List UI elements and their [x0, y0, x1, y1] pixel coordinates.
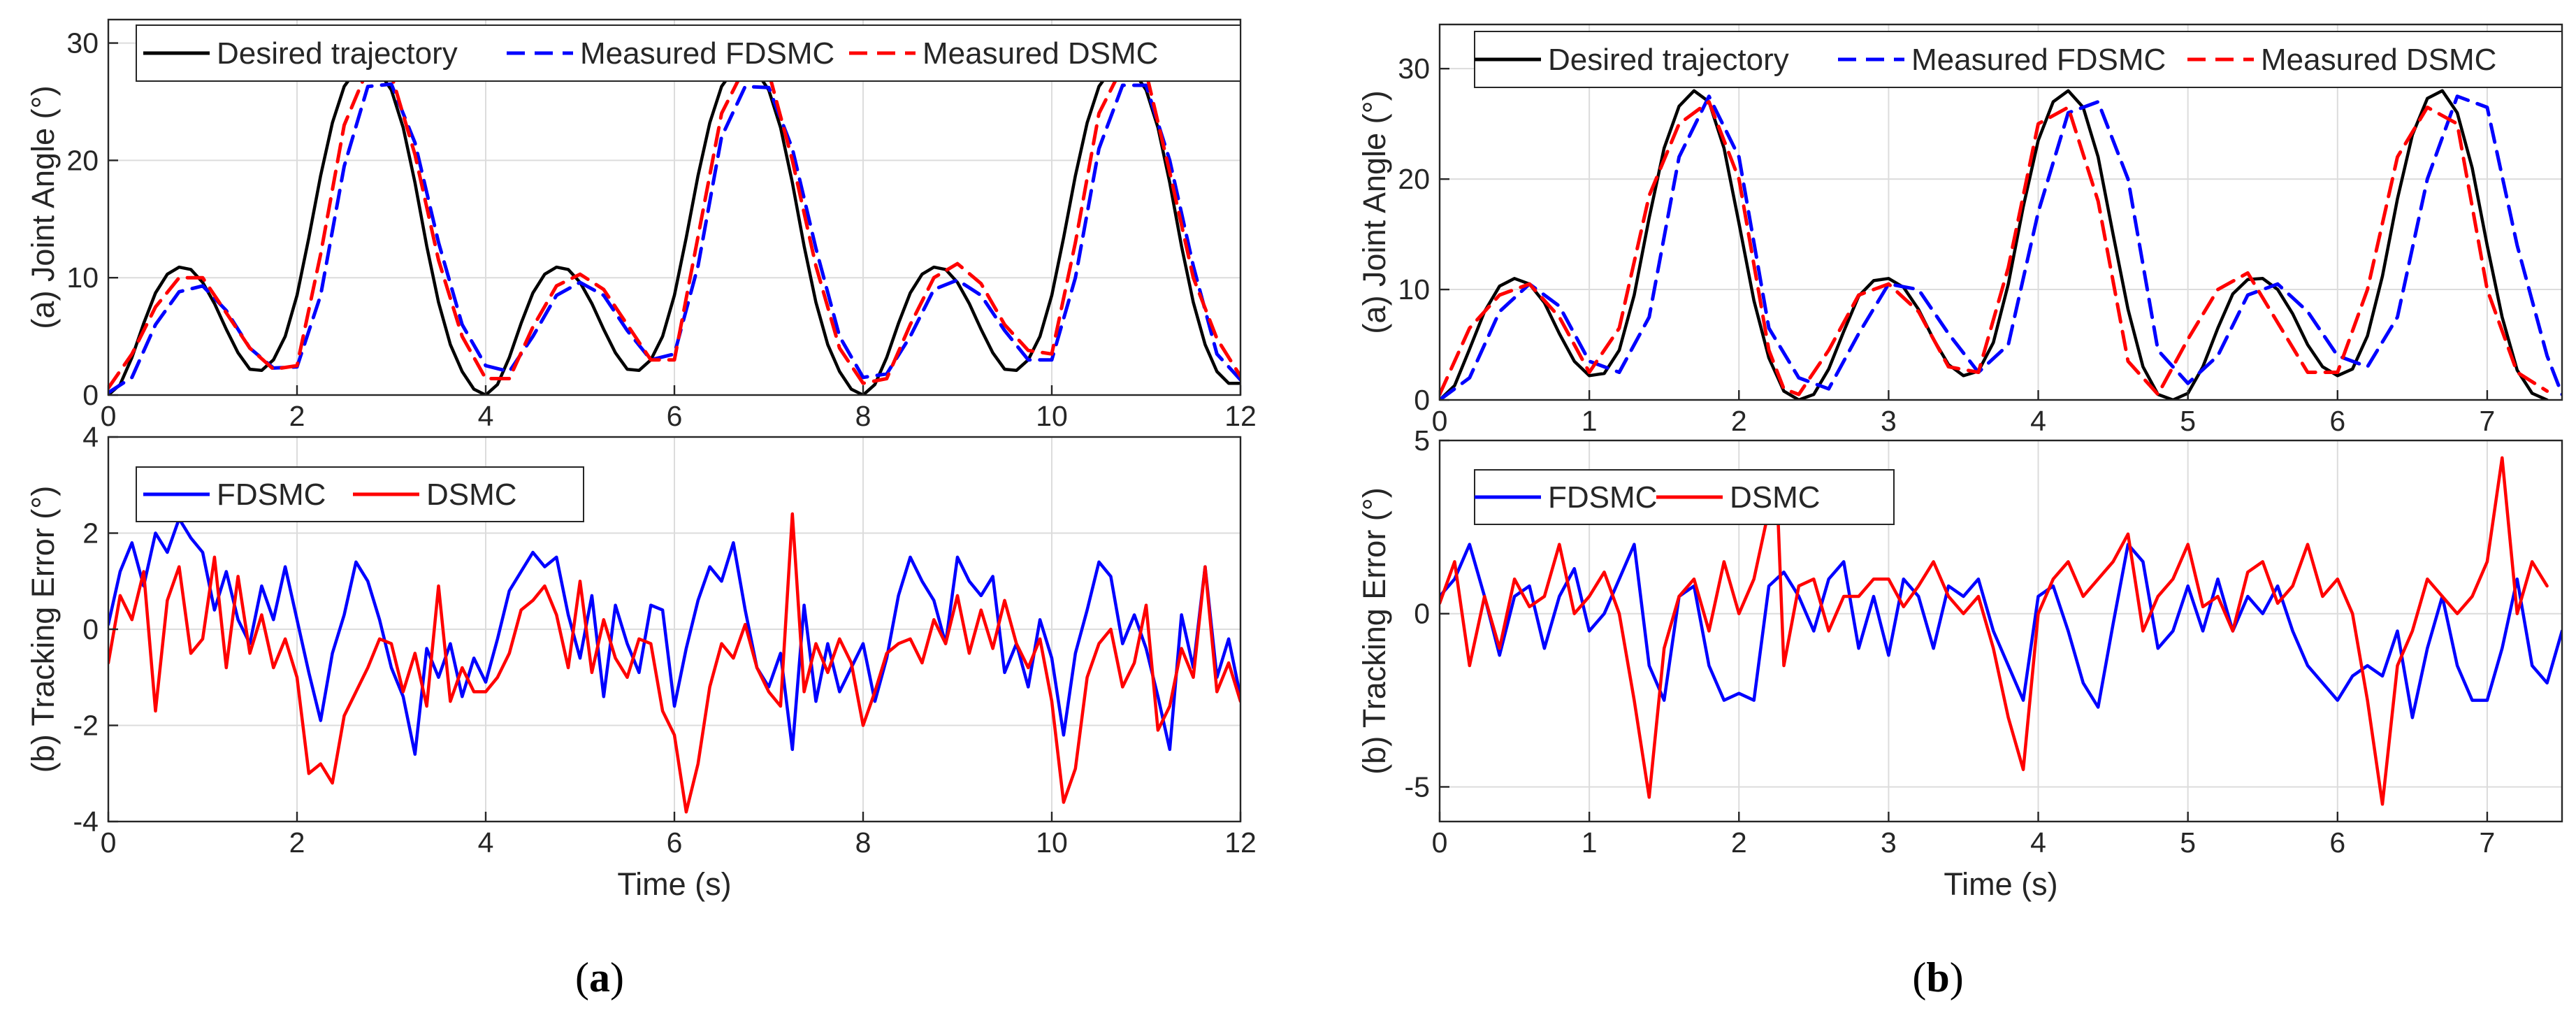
- chart-a-error-xtick-label: 12: [1224, 826, 1257, 859]
- chart-b-error-ytick-label: 5: [1414, 424, 1430, 457]
- chart-a-error-series-fdsmc: [108, 517, 1240, 757]
- chart-b-error-legend-label: FDSMC: [1548, 480, 1657, 515]
- chart-b-angle-legend-label: Measured DSMC: [2261, 43, 2496, 77]
- chart-a-error-ytick-label: -4: [73, 805, 99, 838]
- chart-b-error-xtick-label: 6: [2329, 826, 2345, 859]
- chart-a-error-xtick-label: 10: [1036, 826, 1068, 859]
- chart-a-angle-xtick-label: 12: [1224, 400, 1257, 432]
- chart-a-angle-ytick-label: 10: [66, 261, 99, 294]
- chart-b-angle-legend-label: Desired trajectory: [1548, 43, 1789, 77]
- chart-a-error-ytick-label: 0: [82, 613, 99, 645]
- chart-b-error-xlabel: Time (s): [1944, 866, 2057, 902]
- chart-b-error-xtick-label: 2: [1731, 826, 1747, 859]
- chart-b-error-series-group: [1440, 456, 2562, 806]
- chart-b-error-xtick-label: 0: [1432, 826, 1448, 859]
- chart-b-angle-ytick-label: 30: [1398, 52, 1430, 85]
- chart-a-angle-ylabel: (a) Joint Angle (°): [25, 85, 61, 329]
- chart-b-joint-angle: 0 1 2 3 4 5 6 7 0 10 20 30(a) Joint Angle (°) Desire…: [1356, 23, 2563, 437]
- chart-a-angle-xtick-label: 10: [1036, 400, 1068, 432]
- chart-b-error-legend-label: DSMC: [1730, 480, 1821, 515]
- panel-label-b-letter: b: [1926, 954, 1949, 1001]
- chart-a-error-legend-label: DSMC: [426, 478, 517, 512]
- chart-b-angle-ytick-label: 20: [1398, 163, 1430, 195]
- chart-a-angle-series-group: [108, 64, 1240, 395]
- panel-label-a-letter: a: [589, 954, 610, 1001]
- chart-a-angle-ytick-label: 30: [66, 27, 99, 59]
- chart-a-error-legend: [136, 466, 584, 522]
- chart-b-error-ylabel: (b) Tracking Error (°): [1356, 487, 1392, 775]
- chart-b-error-ytick-label: -5: [1405, 770, 1430, 803]
- chart-b-angle-ytick-label: 0: [1414, 384, 1430, 416]
- chart-b-error-xtick-label: 7: [2480, 826, 2496, 859]
- chart-a-angle-legend: [136, 24, 1241, 82]
- chart-a-angle-legend-label: Measured DSMC: [922, 36, 1158, 71]
- chart-a-error-ylabel: (b) Tracking Error (°): [25, 486, 61, 773]
- chart-a-angle-ytick-label: 20: [66, 144, 99, 176]
- chart-b-angle-series-measured-fdsmc: [1440, 94, 2562, 400]
- chart-b-angle-xtick-label: 0: [1432, 405, 1448, 437]
- chart-a-angle-xtick-label: 6: [667, 400, 683, 432]
- chart-b-angle-xtick-label: 1: [1582, 405, 1598, 437]
- chart-b-error-xtick-label: 1: [1582, 826, 1598, 859]
- chart-a-error-xtick-label: 0: [101, 826, 117, 859]
- chart-a-angle-series-desired-trajectory: [108, 64, 1240, 395]
- chart-b-angle-ytick-label: 10: [1398, 273, 1430, 306]
- chart-a-error-xlabel: Time (s): [617, 866, 731, 902]
- chart-a-error-series-dsmc: [108, 512, 1240, 814]
- chart-b-error-xtick-label: 4: [2030, 826, 2046, 859]
- chart-b-error-series-fdsmc: [1440, 543, 2562, 719]
- chart-b-angle-xtick-label: 6: [2329, 405, 2345, 437]
- chart-a-error-series-group: [108, 512, 1240, 814]
- chart-b-angle-xtick-label: 5: [2180, 405, 2196, 437]
- chart-a-angle-xtick-label: 8: [855, 400, 871, 432]
- chart-b-angle-legend-label: Measured FDSMC: [1911, 43, 2166, 77]
- chart-a-angle-ytick-label: 0: [82, 379, 99, 411]
- chart-a-angle-xtick-label: 4: [478, 400, 494, 432]
- chart-a-error-legend-label: FDSMC: [217, 478, 326, 512]
- chart-b-error-axes-frame: [1438, 439, 2563, 823]
- chart-a-angle-xtick-label: 0: [101, 400, 117, 432]
- chart-a-angle-series-measured-dsmc: [108, 64, 1240, 390]
- chart-a-error-ytick-label: 4: [82, 421, 99, 453]
- chart-a-error-ytick-label: 2: [82, 517, 99, 550]
- chart-a-joint-angle: 0 2 4 6 8 10 12 0 10 20 30(a) Joint Angle (°) Desir…: [25, 18, 1257, 432]
- chart-b-angle-series-measured-dsmc: [1440, 100, 2549, 396]
- panel-label-a: (a): [575, 954, 624, 1001]
- chart-b-error-ytick-label: 0: [1414, 598, 1430, 630]
- chart-b-angle-xtick-label: 2: [1731, 405, 1747, 437]
- chart-b-angle-xtick-label: 7: [2480, 405, 2496, 437]
- chart-a-angle-legend-label: Desired trajectory: [217, 36, 458, 71]
- chart-b-tracking-error: 0 1 2 3 4 5 6 7-505(b) Tracking Error (°)Time (…: [1356, 424, 2563, 902]
- panel-label-b: (b): [1912, 954, 1963, 1001]
- chart-a-error-xtick-label: 6: [667, 826, 683, 859]
- chart-b-angle-series-desired-trajectory: [1440, 89, 2549, 400]
- chart-a-error-ytick-label: -2: [73, 710, 99, 742]
- chart-b-error-xtick-label: 5: [2180, 826, 2196, 859]
- chart-b-error-series-dsmc: [1440, 456, 2549, 806]
- chart-b-angle-axes-frame: [1438, 23, 2563, 401]
- chart-b-angle-ylabel: (a) Joint Angle (°): [1356, 90, 1392, 334]
- chart-a-error-xtick-label: 8: [855, 826, 871, 859]
- chart-a-angle-xtick-label: 2: [289, 400, 305, 432]
- chart-b-angle-series-group: [1440, 89, 2562, 400]
- chart-b-error-xtick-label: 3: [1881, 826, 1897, 859]
- chart-b-angle-legend: [1474, 31, 2563, 88]
- chart-a-error-xtick-label: 4: [478, 826, 494, 859]
- chart-a-error-xtick-label: 2: [289, 826, 305, 859]
- chart-b-angle-xtick-label: 4: [2030, 405, 2046, 437]
- chart-b-angle-xtick-label: 3: [1881, 405, 1897, 437]
- chart-a-angle-legend-label: Measured FDSMC: [580, 36, 834, 71]
- chart-a-tracking-error: 0 2 4 6 8 10 12 -4 -2 0 2 4 (b) Tracking Error (°) Ti…: [25, 421, 1257, 902]
